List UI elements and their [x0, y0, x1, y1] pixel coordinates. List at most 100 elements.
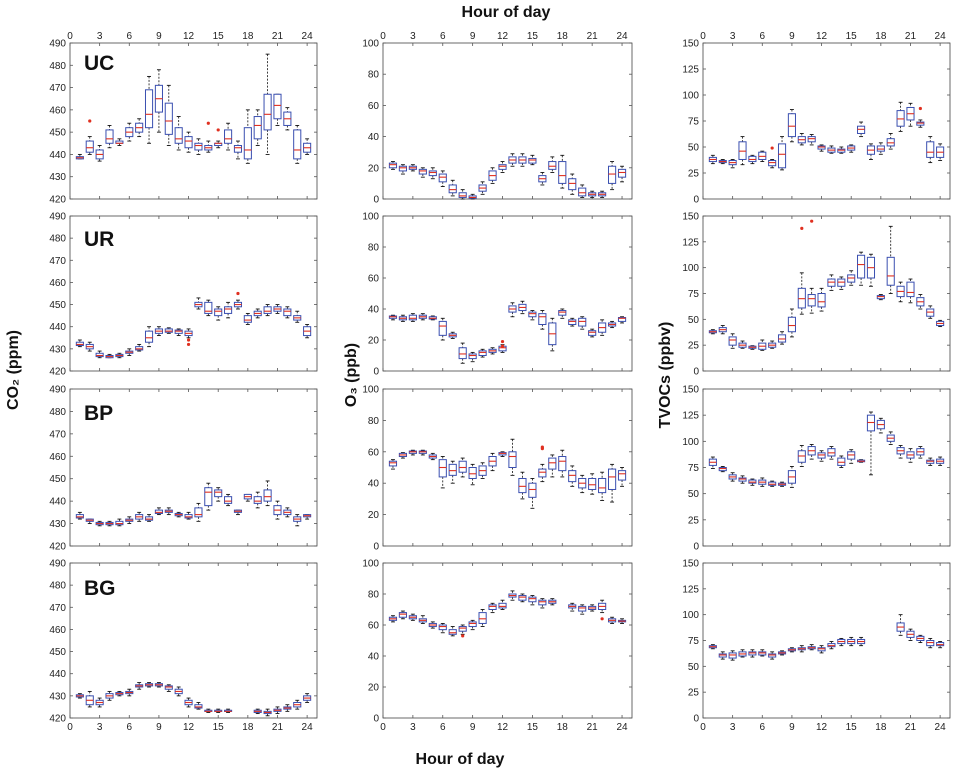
x-tick-label-top: 21	[587, 31, 599, 42]
y-tick-label: 75	[688, 636, 700, 647]
x-tick-label-top: 6	[440, 31, 446, 42]
box-hour-19	[253, 308, 262, 319]
iqr-box	[508, 451, 517, 468]
box-hour-22	[283, 704, 292, 712]
box-hour-11	[807, 134, 816, 146]
box-hour-6	[125, 122, 134, 142]
x-tick-label-top: 9	[789, 31, 795, 42]
iqr-box	[498, 164, 507, 170]
iqr-box	[578, 605, 587, 612]
box-hour-21	[588, 190, 597, 198]
box-hour-1	[708, 456, 717, 469]
iqr-box	[184, 136, 193, 149]
box-hour-11	[807, 219, 816, 314]
y-tick-label: 20	[368, 510, 380, 521]
y-tick-label: 125	[682, 584, 699, 595]
box-hour-4	[105, 353, 114, 359]
box-hour-15	[847, 449, 856, 464]
box-hour-20	[263, 304, 272, 317]
plot-frame	[702, 388, 951, 547]
box-hour-11	[488, 167, 497, 184]
box-hour-13	[508, 302, 517, 318]
x-tick-label-top: 24	[616, 31, 628, 42]
box-hour-4	[105, 125, 114, 149]
iqr-box	[448, 184, 457, 194]
box-hour-7	[448, 460, 457, 484]
outlier-point	[918, 106, 922, 111]
box-hour-23	[293, 514, 302, 527]
box-hour-11	[488, 602, 497, 614]
y-tick-label: 0	[373, 714, 379, 725]
box-hour-13	[194, 702, 203, 710]
iqr-box	[857, 254, 866, 279]
iqr-box	[568, 470, 577, 483]
x-tick-label-top: 3	[730, 31, 736, 42]
iqr-box	[75, 341, 84, 347]
x-tick-label-top: 15	[527, 31, 539, 42]
y-tick-label: 470	[49, 83, 66, 94]
box-hour-10	[164, 507, 173, 516]
box-hour-18	[876, 417, 885, 434]
plot-frame	[382, 42, 633, 200]
y-tick-label: 60	[368, 621, 380, 632]
x-tick-label-top: 6	[759, 31, 765, 42]
box-hour-19	[886, 431, 895, 445]
x-tick-label-top: 21	[272, 31, 284, 42]
x-tick-label: 15	[213, 722, 225, 733]
y-tick-label: 430	[49, 519, 66, 530]
y-tick-label: 80	[368, 70, 380, 81]
box-hour-18	[243, 493, 252, 502]
y-tick-label: 60	[368, 274, 380, 285]
y-tick-label: 470	[49, 603, 66, 614]
iqr-box	[398, 165, 408, 172]
box-hour-15	[214, 128, 223, 149]
box-hour-17	[866, 253, 876, 287]
box-hour-5	[428, 621, 437, 629]
box-hour-1	[388, 314, 398, 321]
x-tick-label-top: 12	[816, 31, 828, 42]
box-hour-7	[768, 480, 777, 487]
box-hour-20	[896, 281, 905, 303]
iqr-box	[154, 509, 163, 514]
box-hour-17	[548, 317, 557, 352]
box-hour-7	[135, 343, 144, 352]
box-hour-2	[398, 314, 408, 322]
iqr-box	[926, 141, 935, 158]
box-hour-2	[85, 119, 94, 155]
box-hour-14	[837, 455, 846, 468]
box-hour-12	[184, 697, 193, 708]
iqr-box	[478, 350, 487, 357]
box-hour-17	[866, 143, 876, 160]
y-tick-label: 100	[362, 385, 379, 396]
y-tick-label: 490	[49, 559, 66, 570]
box-hour-1	[708, 644, 717, 650]
y-tick-label: 460	[49, 625, 66, 636]
box-hour-2	[85, 341, 94, 352]
box-hour-6	[125, 348, 134, 356]
x-tick-label-top: 12	[183, 31, 195, 42]
iqr-box	[115, 520, 124, 526]
box-hour-1	[708, 154, 717, 165]
box-hour-24	[303, 693, 312, 703]
iqr-box	[253, 116, 262, 140]
y-tick-label: 420	[49, 714, 66, 725]
y-tick-label: 75	[688, 289, 700, 300]
iqr-box	[174, 329, 183, 334]
box-hour-16	[224, 122, 233, 151]
iqr-box	[408, 314, 417, 321]
x-tick-label-top: 21	[905, 31, 917, 42]
box-hour-5	[115, 690, 124, 697]
box-hour-3	[95, 145, 104, 162]
iqr-box	[263, 489, 272, 502]
iqr-box	[578, 317, 587, 327]
box-hour-18	[558, 308, 567, 319]
outlier-point	[770, 146, 774, 150]
x-tick-label: 9	[156, 722, 162, 733]
box-hour-3	[728, 650, 737, 661]
box-hour-14	[837, 146, 846, 154]
iqr-box	[558, 310, 567, 316]
row-label-ur: UR	[84, 228, 114, 251]
iqr-box	[283, 308, 292, 317]
box-hour-1	[75, 153, 84, 160]
